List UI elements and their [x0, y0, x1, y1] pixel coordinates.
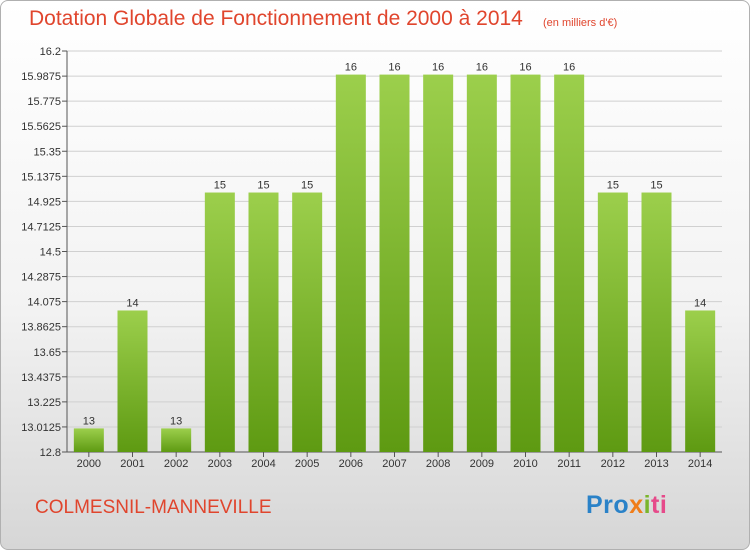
data-label: 15: [257, 180, 269, 192]
bar: [466, 74, 497, 453]
x-tick-label: 2002: [164, 458, 188, 470]
logo-part-3: i: [643, 491, 652, 519]
data-label: 14: [694, 297, 706, 309]
chart-subtitle: (en milliers d'€): [543, 17, 618, 29]
logo-part-1: Pro: [586, 491, 630, 519]
axes: 12.8 13.0125 13.225 13.4375 13.65 13.8625 14.0…: [21, 46, 722, 470]
chart-title: Dotation Globale de Fonctionnement de 20…: [29, 7, 523, 30]
data-label: 16: [519, 62, 531, 74]
y-tick-label: 15.1375: [21, 171, 61, 183]
x-tick-label: 2009: [470, 458, 494, 470]
x-tick-label: 2014: [688, 458, 712, 470]
y-tick-label: 13.4375: [21, 372, 61, 384]
logo-part-2: x: [629, 491, 644, 519]
data-label: 16: [388, 62, 400, 74]
bar: [423, 74, 454, 453]
y-tick-label: 14.075: [27, 297, 61, 309]
x-tick-label: 2007: [382, 458, 406, 470]
y-tick-label: 14.7125: [21, 221, 61, 233]
y-tick-label: 15.9875: [21, 71, 61, 83]
y-tick-label: 13.65: [33, 347, 61, 359]
bar: [117, 310, 148, 452]
x-tick-label: 2012: [601, 458, 625, 470]
x-tick-label: 2001: [120, 458, 144, 470]
bar: [597, 192, 628, 452]
y-tick-label: 14.2875: [21, 272, 61, 284]
x-tick-label: 2005: [295, 458, 319, 470]
bar: [335, 74, 366, 453]
x-tick-label: 2008: [426, 458, 450, 470]
data-label: 13: [83, 415, 95, 427]
y-tick-label: 15.775: [27, 96, 61, 108]
logo-part-4: ti: [651, 491, 668, 519]
data-label: 15: [214, 180, 226, 192]
data-label: 16: [345, 62, 357, 74]
data-label: 16: [432, 62, 444, 74]
bar: [161, 428, 192, 452]
x-tick-label: 2011: [557, 458, 581, 470]
y-tick-label: 15.35: [33, 146, 61, 158]
data-label: 16: [476, 62, 488, 74]
data-label: 15: [301, 180, 313, 192]
y-tick-label: 14.925: [27, 196, 61, 208]
data-label: 14: [126, 297, 138, 309]
bar: [641, 192, 672, 452]
x-tick-label: 2013: [644, 458, 668, 470]
proxiti-logo: Proxiti: [586, 491, 667, 520]
commune-name: COLMESNIL-MANNEVILLE: [35, 497, 272, 518]
bar: [204, 192, 235, 452]
y-tick-label: 12.8: [40, 447, 61, 459]
bar: [73, 428, 104, 452]
data-label: 16: [563, 62, 575, 74]
labels: 13 14 13 15 15 15 16 16 16 16 16 16 15 15 14: [83, 62, 707, 428]
data-label: 13: [170, 415, 182, 427]
y-tick-label: 16.2: [40, 46, 61, 58]
data-label: 15: [650, 180, 662, 192]
x-tick-label: 2006: [339, 458, 363, 470]
bar: [379, 74, 410, 453]
y-tick-label: 13.225: [27, 397, 61, 409]
x-tick-label: 2000: [77, 458, 101, 470]
bar: [685, 310, 716, 452]
data-label: 15: [607, 180, 619, 192]
y-tick-label: 15.5625: [21, 121, 61, 133]
y-tick-label: 13.0125: [21, 422, 61, 434]
bar: [248, 192, 279, 452]
y-tick-label: 14.5: [40, 247, 61, 259]
bars: [73, 74, 716, 453]
bar: [554, 74, 585, 453]
y-tick-label: 13.8625: [21, 322, 61, 334]
bar: [510, 74, 541, 453]
x-tick-label: 2004: [251, 458, 275, 470]
x-tick-label: 2003: [208, 458, 232, 470]
x-tick-label: 2010: [513, 458, 537, 470]
bar: [292, 192, 323, 452]
